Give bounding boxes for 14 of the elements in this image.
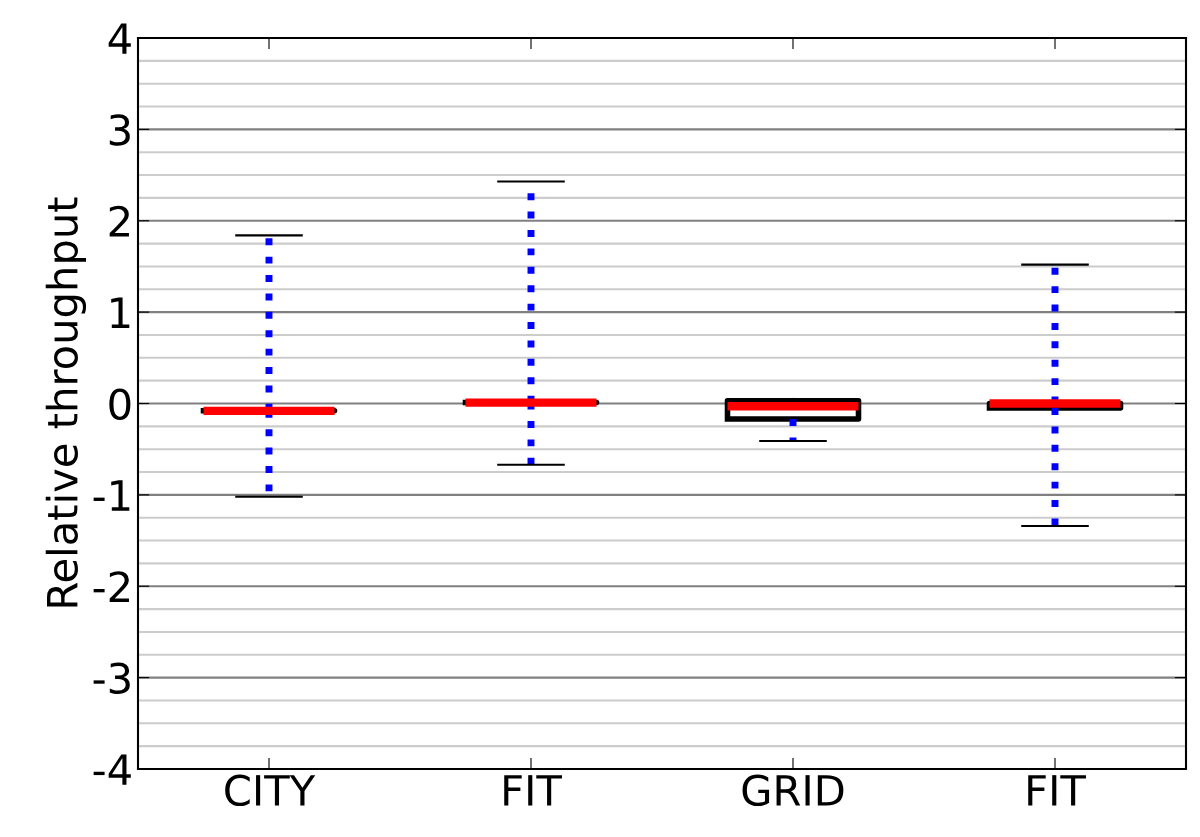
y-tick-label: -2 (93, 571, 129, 603)
x-tick-label: FIT (504, 775, 562, 806)
y-tick-label: 4 (108, 23, 131, 54)
x-tick-label: GRID (742, 774, 844, 807)
x-tick-label: FIT (1028, 775, 1086, 806)
y-tick-label: -1 (93, 480, 130, 511)
y-axis-title: Relative throughput (45, 197, 87, 607)
y-tick-label: 1 (111, 297, 130, 328)
x-tick-label: CITY (225, 774, 316, 807)
y-tick-label: 2 (109, 205, 129, 237)
y-tick-label: -4 (93, 754, 131, 785)
y-tick-label: 3 (109, 114, 130, 146)
y-tick-label: -3 (93, 662, 130, 695)
y-tick-label: 0 (109, 388, 131, 420)
